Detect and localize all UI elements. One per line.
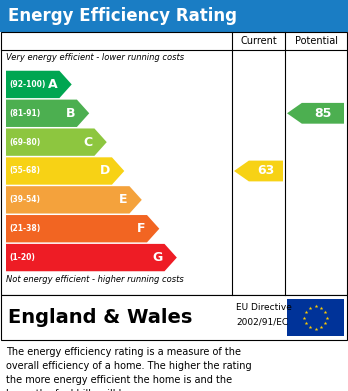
Text: A: A	[48, 78, 57, 91]
Text: (21-38): (21-38)	[9, 224, 40, 233]
Text: 63: 63	[257, 165, 275, 178]
Bar	[1, 295, 347, 340]
Text: England & Wales: England & Wales	[8, 308, 192, 327]
Text: Potential: Potential	[295, 36, 338, 46]
Text: Current: Current	[240, 36, 277, 46]
Bar	[1, 32, 347, 295]
Polygon shape	[234, 161, 283, 181]
Text: (1-20): (1-20)	[9, 253, 35, 262]
Text: The energy efficiency rating is a measure of the
overall efficiency of a home. T: The energy efficiency rating is a measur…	[6, 347, 252, 391]
Text: (69-80): (69-80)	[9, 138, 40, 147]
Text: (39-54): (39-54)	[9, 196, 40, 204]
Text: 85: 85	[314, 107, 332, 120]
Text: (55-68): (55-68)	[9, 167, 40, 176]
Text: Very energy efficient - lower running costs: Very energy efficient - lower running co…	[6, 52, 184, 61]
Polygon shape	[6, 215, 159, 242]
Text: (81-91): (81-91)	[9, 109, 40, 118]
Bar	[0, 0, 348, 32]
Text: E: E	[119, 194, 127, 206]
Text: D: D	[100, 165, 110, 178]
Polygon shape	[6, 129, 107, 156]
Text: G: G	[152, 251, 163, 264]
Polygon shape	[6, 157, 124, 185]
Polygon shape	[6, 186, 142, 213]
Text: B: B	[65, 107, 75, 120]
Polygon shape	[6, 100, 89, 127]
Text: C: C	[83, 136, 93, 149]
Text: Energy Efficiency Rating: Energy Efficiency Rating	[8, 7, 237, 25]
Text: 2002/91/EC: 2002/91/EC	[236, 317, 288, 326]
Polygon shape	[287, 103, 344, 124]
Text: EU Directive: EU Directive	[236, 303, 292, 312]
Text: F: F	[136, 222, 145, 235]
Polygon shape	[6, 244, 177, 271]
Bar	[287, 299, 344, 336]
Text: Not energy efficient - higher running costs: Not energy efficient - higher running co…	[6, 276, 184, 285]
Text: (92-100): (92-100)	[9, 80, 45, 89]
Polygon shape	[6, 71, 72, 98]
